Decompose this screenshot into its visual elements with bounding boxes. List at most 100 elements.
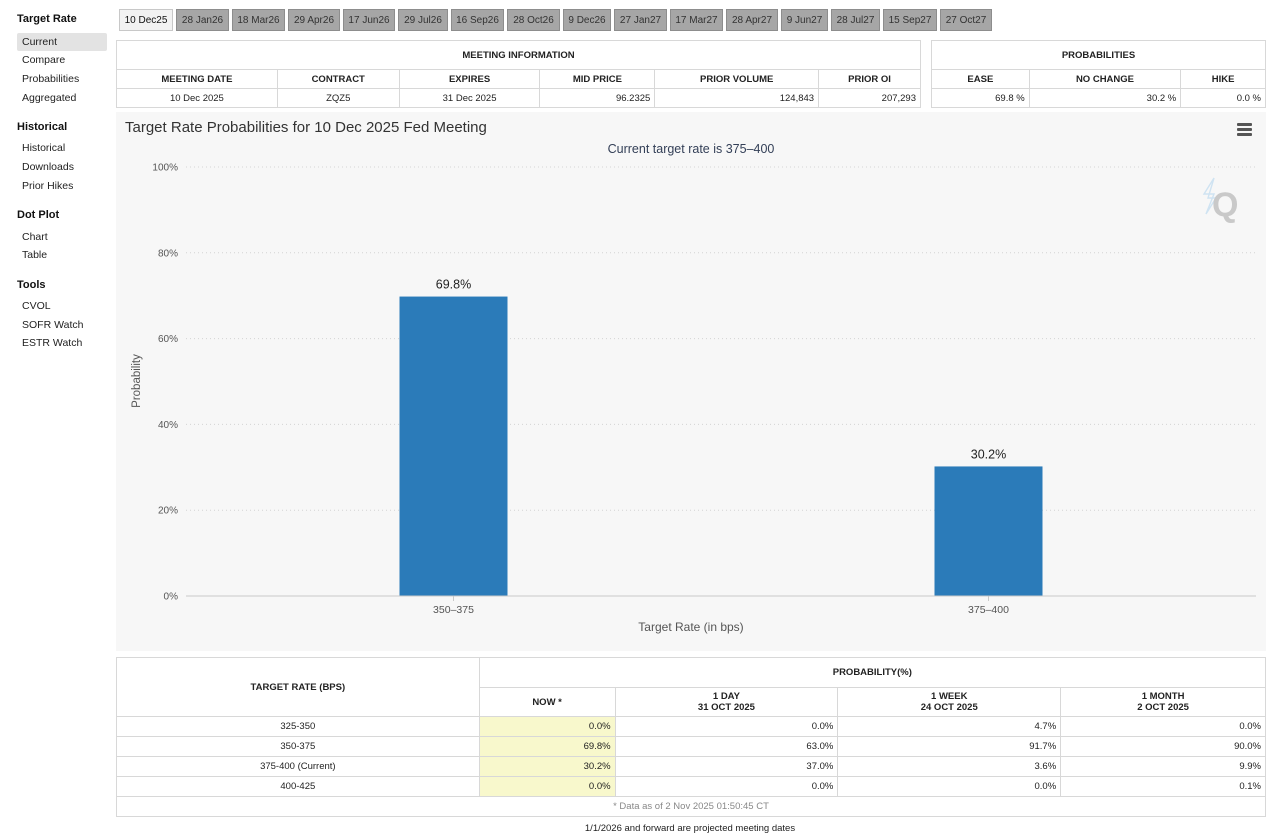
y-tick-label: 60% [158,334,178,345]
col-header: MID PRICE [539,69,656,89]
col-header: PRIOR VOLUME [654,69,820,89]
sidebar-item-sofr-watch[interactable]: SOFR Watch [22,319,84,331]
y-tick-label: 0% [164,592,179,603]
tab-meeting[interactable]: 28 Jul27 [831,9,880,31]
sidebar-item-prior-hikes[interactable]: Prior Hikes [22,180,74,192]
now-cell: 30.2% [478,756,616,777]
sidebar-heading-target-rate: Target Rate [17,13,77,25]
y-tick-label: 20% [158,506,178,517]
probabilities-table: PROBABILITIES EASE NO CHANGE HIKE 69.8 %… [931,40,1266,108]
one-day-cell: 0.0% [614,776,839,797]
now-cell: 0.0% [478,776,616,797]
tab-meeting[interactable]: 16 Sep26 [451,9,504,31]
no-change-cell: 30.2 % [1028,88,1182,108]
tab-meeting[interactable]: 18 Mar26 [232,9,285,31]
col-header: PRIOR OI [818,69,921,89]
tab-meeting[interactable]: 10 Dec25 [119,9,173,31]
tab-meeting[interactable]: 28 Jan26 [176,9,229,31]
chart-title: Target Rate Probabilities for 10 Dec 202… [125,119,487,136]
col-header-1-week: 1 WEEK 24 OCT 2025 [837,687,1062,717]
tab-meeting[interactable]: 17 Jun26 [343,9,395,31]
bar [934,466,1043,596]
target-rate-cell: 325-350 [116,716,480,737]
sidebar-item-historical[interactable]: Historical [22,142,66,154]
one-month-cell: 9.9% [1060,756,1266,777]
tab-meeting[interactable]: 29 Jul26 [398,9,448,31]
col-header-1-month-label: 1 MONTH [1141,691,1185,702]
svg-text:Q: Q [1212,186,1238,224]
table-row: 325-350 0.0% 0.0% 4.7% 0.0% [116,716,1266,737]
one-day-cell: 0.0% [614,716,839,737]
data-timestamp-note: * Data as of 2 Nov 2025 01:50:45 CT [116,796,1266,817]
sidebar-item-current[interactable]: Current [17,33,107,51]
tab-meeting[interactable]: 15 Sep27 [883,9,937,31]
chart-menu-icon[interactable] [1237,123,1252,136]
col-header: EASE [931,69,1030,89]
projected-dates-note: 1/1/2026 and forward are projected meeti… [584,823,796,834]
one-month-cell: 0.1% [1060,776,1266,797]
x-tick-label: 375–400 [968,604,1009,616]
sidebar-item-cvol[interactable]: CVOL [22,300,51,312]
now-cell: 0.0% [478,716,616,737]
meeting-date-cell: 10 Dec 2025 [116,88,278,108]
tab-meeting[interactable]: 28 Oct26 [507,9,560,31]
expires-cell: 31 Dec 2025 [398,88,541,108]
sidebar-item-aggregated[interactable]: Aggregated [22,92,77,104]
now-cell: 69.8% [478,736,616,757]
sidebar-heading-dot-plot: Dot Plot [17,209,60,221]
tab-meeting[interactable]: 27 Jan27 [614,9,667,31]
sidebar-item-compare[interactable]: Compare [22,54,66,66]
tab-meeting[interactable]: 27 Oct27 [940,9,992,31]
col-header-1-day: 1 DAY 31 OCT 2025 [614,687,839,717]
tab-meeting[interactable]: 29 Apr26 [288,9,340,31]
one-month-cell: 90.0% [1060,736,1266,757]
sidebar-item-probabilities[interactable]: Probabilities [22,73,80,85]
hike-cell: 0.0 % [1180,88,1266,108]
bar-data-label: 69.8% [436,278,471,292]
probabilities-caption: PROBABILITIES [931,40,1266,70]
sidebar-item-table[interactable]: Table [22,249,48,261]
prior-volume-cell: 124,843 [654,88,820,108]
tab-meeting[interactable]: 9 Dec26 [563,9,611,31]
tab-meeting[interactable]: 17 Mar27 [670,9,723,31]
y-tick-label: 100% [152,163,178,174]
bar [399,296,508,596]
one-week-cell: 0.0% [837,776,1062,797]
ease-cell: 69.8 % [931,88,1030,108]
col-header-now: NOW * [478,687,616,717]
x-axis-title: Target Rate (in bps) [638,620,743,634]
sidebar: Target Rate Current Compare Probabilitie… [0,0,112,831]
target-rate-cell: 400-425 [116,776,480,797]
chart-subtitle: Current target rate is 375–400 [608,142,775,156]
col-header-1-week-label: 1 WEEK [931,691,968,702]
chart-panel: Target Rate Probabilities for 10 Dec 202… [116,112,1266,651]
sidebar-item-chart[interactable]: Chart [22,231,48,243]
col-header: NO CHANGE [1028,69,1182,89]
sidebar-item-estr-watch[interactable]: ESTR Watch [22,337,83,349]
y-tick-label: 80% [158,248,178,259]
col-header-1-week-date: 24 OCT 2025 [920,702,978,713]
mid-price-cell: 96.2325 [539,88,656,108]
col-header-1-day-label: 1 DAY [712,691,740,702]
sidebar-heading-historical: Historical [17,121,68,133]
quikstrike-logo-icon: Q [1202,177,1238,224]
meeting-info-table: MEETING INFORMATION MEETING DATE CONTRAC… [116,40,921,108]
one-week-cell: 91.7% [837,736,1062,757]
probability-caption: PROBABILITY(%) [478,657,1267,688]
tab-meeting[interactable]: 9 Jun27 [781,9,828,31]
table-row: 375-400 (Current) 30.2% 37.0% 3.6% 9.9% [116,756,1266,777]
col-header: CONTRACT [276,69,400,89]
y-axis-title: Probability [131,354,143,408]
col-header-1-day-date: 31 OCT 2025 [697,702,755,713]
col-header-1-month-date: 2 OCT 2025 [1137,702,1189,713]
x-tick-label: 350–375 [433,604,474,616]
table-row: 350-375 69.8% 63.0% 91.7% 90.0% [116,736,1266,757]
col-header: EXPIRES [398,69,541,89]
sidebar-heading-tools: Tools [17,279,46,291]
bar-data-label: 30.2% [971,447,1006,461]
tab-meeting[interactable]: 28 Apr27 [726,9,778,31]
one-month-cell: 0.0% [1060,716,1266,737]
one-week-cell: 3.6% [837,756,1062,777]
one-day-cell: 37.0% [614,756,839,777]
sidebar-item-downloads[interactable]: Downloads [22,161,74,173]
